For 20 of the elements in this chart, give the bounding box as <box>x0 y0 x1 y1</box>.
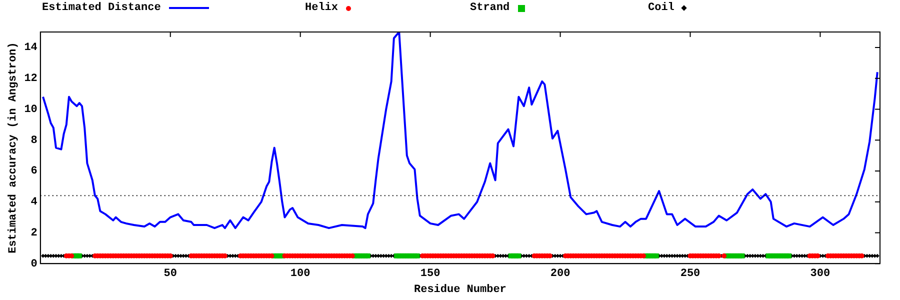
legend-label: Estimated Distance <box>42 2 161 14</box>
y-axis-title: Estimated accuracy (in Angstron) <box>7 42 20 254</box>
y-tick-label: 14 <box>24 42 38 54</box>
y-tick-label: 12 <box>24 73 38 86</box>
x-axis-title: Residue Number <box>414 284 506 296</box>
x-tick-label: 250 <box>680 268 700 280</box>
legend-label: Strand <box>470 2 510 14</box>
legend-label: Helix <box>305 2 338 14</box>
x-tick-label: 300 <box>810 268 830 280</box>
y-tick-label: 0 <box>30 258 38 270</box>
y-tick-label: 8 <box>30 134 38 147</box>
x-tick-label: 150 <box>420 268 440 280</box>
legend-label: Coil <box>648 2 674 14</box>
y-tick-label: 10 <box>24 104 38 116</box>
x-tick-label: 100 <box>290 268 310 280</box>
y-tick-label: 4 <box>30 196 38 209</box>
x-tick-label: 200 <box>550 268 570 280</box>
y-tick-label: 6 <box>30 166 38 178</box>
x-tick-label: 50 <box>164 268 177 280</box>
y-tick-label: 2 <box>30 227 38 240</box>
